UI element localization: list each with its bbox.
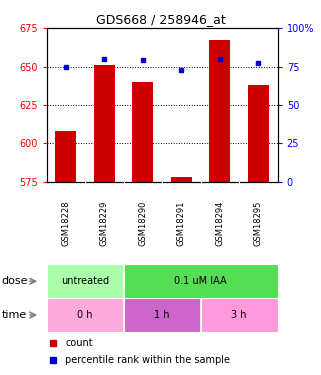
Text: GSM18291: GSM18291 bbox=[177, 200, 186, 246]
Text: GSM18228: GSM18228 bbox=[61, 200, 70, 246]
Bar bbox=[47, 264, 124, 298]
Text: 0.1 uM IAA: 0.1 uM IAA bbox=[174, 276, 227, 286]
Text: 0 h: 0 h bbox=[77, 310, 93, 320]
Text: GSM18294: GSM18294 bbox=[215, 200, 224, 246]
Text: GSM18290: GSM18290 bbox=[138, 200, 147, 246]
Text: percentile rank within the sample: percentile rank within the sample bbox=[65, 355, 230, 365]
Text: count: count bbox=[65, 338, 93, 348]
Text: GDS668 / 258946_at: GDS668 / 258946_at bbox=[96, 13, 225, 26]
Bar bbox=[209, 40, 230, 182]
Bar bbox=[201, 298, 278, 332]
Bar bbox=[47, 298, 124, 332]
Bar bbox=[124, 298, 201, 332]
Text: 1 h: 1 h bbox=[154, 310, 170, 320]
Bar bbox=[55, 131, 76, 182]
Bar bbox=[132, 82, 153, 182]
Text: GSM18229: GSM18229 bbox=[100, 200, 109, 246]
Text: time: time bbox=[2, 310, 27, 320]
Bar bbox=[248, 85, 269, 182]
Text: untreated: untreated bbox=[61, 276, 109, 286]
Text: 3 h: 3 h bbox=[231, 310, 247, 320]
Text: dose: dose bbox=[2, 276, 28, 286]
Bar bbox=[124, 264, 278, 298]
Bar bbox=[94, 65, 115, 182]
Bar bbox=[171, 177, 192, 182]
Text: GSM18295: GSM18295 bbox=[254, 200, 263, 246]
